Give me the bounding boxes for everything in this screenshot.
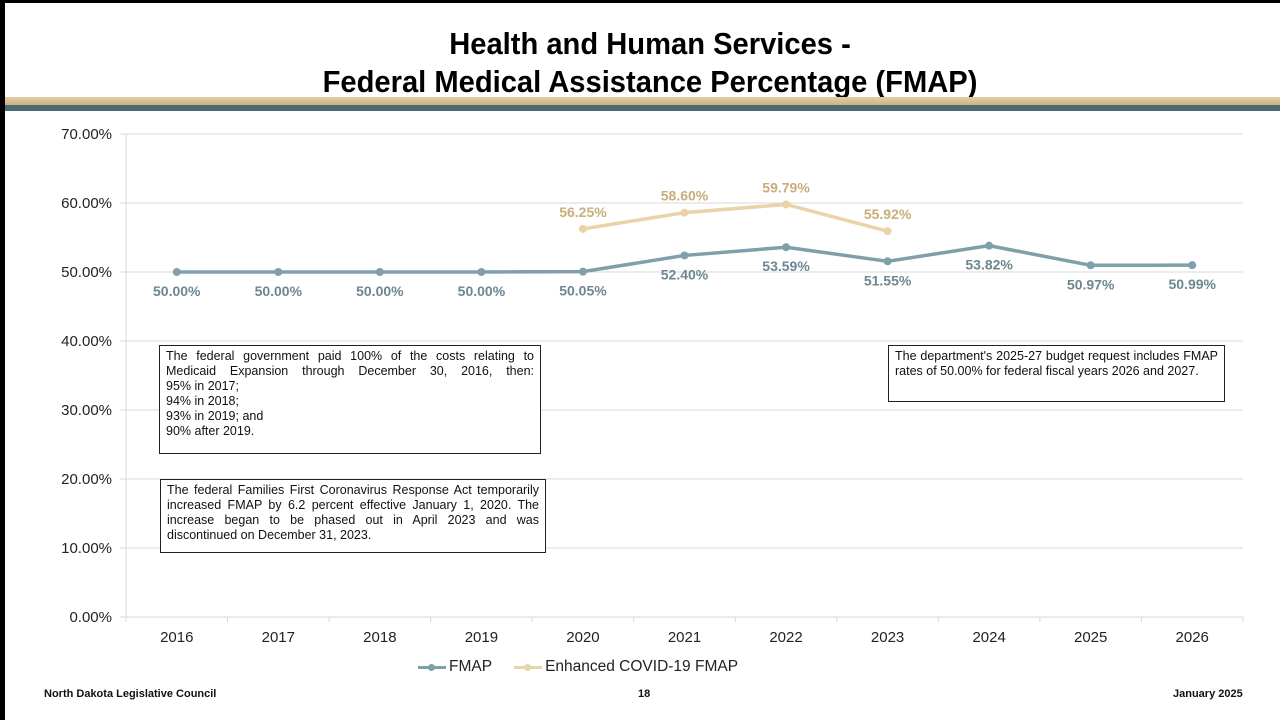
x-tick-label: 2023 (871, 629, 904, 646)
legend-label-fmap: FMAP (449, 658, 493, 675)
title-line-2: Federal Medical Assistance Percentage (F… (322, 64, 978, 99)
note-covid-text: The federal Families First Coronavirus R… (167, 483, 539, 542)
x-tick-label: 2025 (1074, 629, 1107, 646)
header-band-slate (5, 105, 1280, 111)
data-label-fmap: 50.97% (1067, 276, 1115, 292)
legend-label-covid: Enhanced COVID-19 FMAP (545, 658, 739, 675)
legend-swatch-fmap (418, 660, 446, 674)
x-tick-label: 2018 (363, 629, 396, 646)
data-point-fmap (782, 243, 791, 252)
legend-item-fmap: FMAP (418, 658, 492, 676)
data-point-covid (883, 227, 892, 236)
data-point-fmap (274, 268, 283, 276)
data-label-fmap: 50.00% (153, 283, 201, 299)
y-tick-label: 40.00% (61, 333, 112, 350)
note-budget-text: The department's 2025-27 budget request … (895, 349, 1218, 378)
data-label-fmap: 50.05% (559, 283, 607, 299)
data-label-fmap: 50.99% (1168, 276, 1216, 292)
y-tick-label: 70.00% (61, 126, 112, 143)
data-point-fmap (883, 257, 892, 266)
footer-date: January 2025 (1173, 688, 1243, 700)
x-tick-label: 2019 (465, 629, 498, 646)
data-point-covid (680, 208, 689, 217)
legend-item-covid: Enhanced COVID-19 FMAP (514, 658, 738, 676)
note-medicaid-expansion: The federal government paid 100% of the … (159, 345, 541, 454)
x-tick-label: 2021 (668, 629, 701, 646)
data-point-covid (782, 200, 791, 209)
y-tick-label: 60.00% (61, 195, 112, 212)
data-point-fmap (375, 268, 384, 276)
data-label-fmap: 52.40% (661, 266, 709, 282)
data-label-fmap: 51.55% (864, 272, 912, 288)
data-point-fmap (680, 251, 689, 260)
chart-legend: FMAP Enhanced COVID-19 FMAP (418, 658, 760, 676)
data-label-fmap: 50.00% (458, 283, 506, 299)
data-label-covid: 58.60% (661, 188, 709, 204)
y-tick-label: 50.00% (61, 264, 112, 281)
data-point-fmap (172, 268, 181, 276)
data-label-fmap: 50.00% (255, 283, 303, 299)
y-tick-label: 20.00% (61, 471, 112, 488)
x-tick-label: 2022 (769, 629, 802, 646)
data-point-fmap (985, 241, 994, 250)
data-label-fmap: 50.00% (356, 283, 404, 299)
x-tick-label: 2020 (566, 629, 599, 646)
note-medicaid-line-4: 93% in 2019; and (166, 409, 264, 423)
header-band-tan (5, 97, 1280, 105)
note-medicaid-line-1: The federal government paid 100% of the … (166, 349, 534, 378)
note-covid-act: The federal Families First Coronavirus R… (160, 479, 546, 553)
y-tick-label: 10.00% (61, 540, 112, 557)
x-tick-label: 2026 (1176, 629, 1209, 646)
x-tick-label: 2024 (972, 629, 1005, 646)
series-line-covid (582, 202, 889, 233)
x-tick-label: 2016 (160, 629, 193, 646)
title-line-1: Health and Human Services - (449, 26, 851, 61)
data-label-fmap: 53.82% (965, 257, 1013, 273)
data-point-fmap (578, 267, 587, 276)
footer-organization: North Dakota Legislative Council (44, 688, 217, 700)
data-point-fmap (1086, 261, 1095, 270)
footer-page-number: 18 (638, 688, 651, 700)
data-point-fmap (1188, 261, 1197, 270)
note-budget-request: The department's 2025-27 budget request … (888, 345, 1225, 402)
slide-title: Health and Human Services - Federal Medi… (44, 25, 1257, 101)
data-point-covid (578, 224, 587, 233)
note-medicaid-line-5: 90% after 2019. (166, 424, 255, 438)
x-tick-label: 2017 (262, 629, 295, 646)
data-label-covid: 59.79% (762, 179, 810, 195)
data-label-covid: 55.92% (864, 206, 912, 222)
data-label-covid: 56.25% (559, 204, 607, 220)
data-label-fmap: 53.59% (762, 258, 810, 274)
data-point-fmap (477, 268, 486, 276)
legend-swatch-covid (514, 660, 543, 674)
note-medicaid-line-3: 94% in 2018; (166, 394, 239, 408)
note-medicaid-line-2: 95% in 2017; (166, 379, 239, 393)
y-tick-label: 0.00% (69, 609, 112, 626)
y-tick-label: 30.00% (61, 402, 112, 419)
